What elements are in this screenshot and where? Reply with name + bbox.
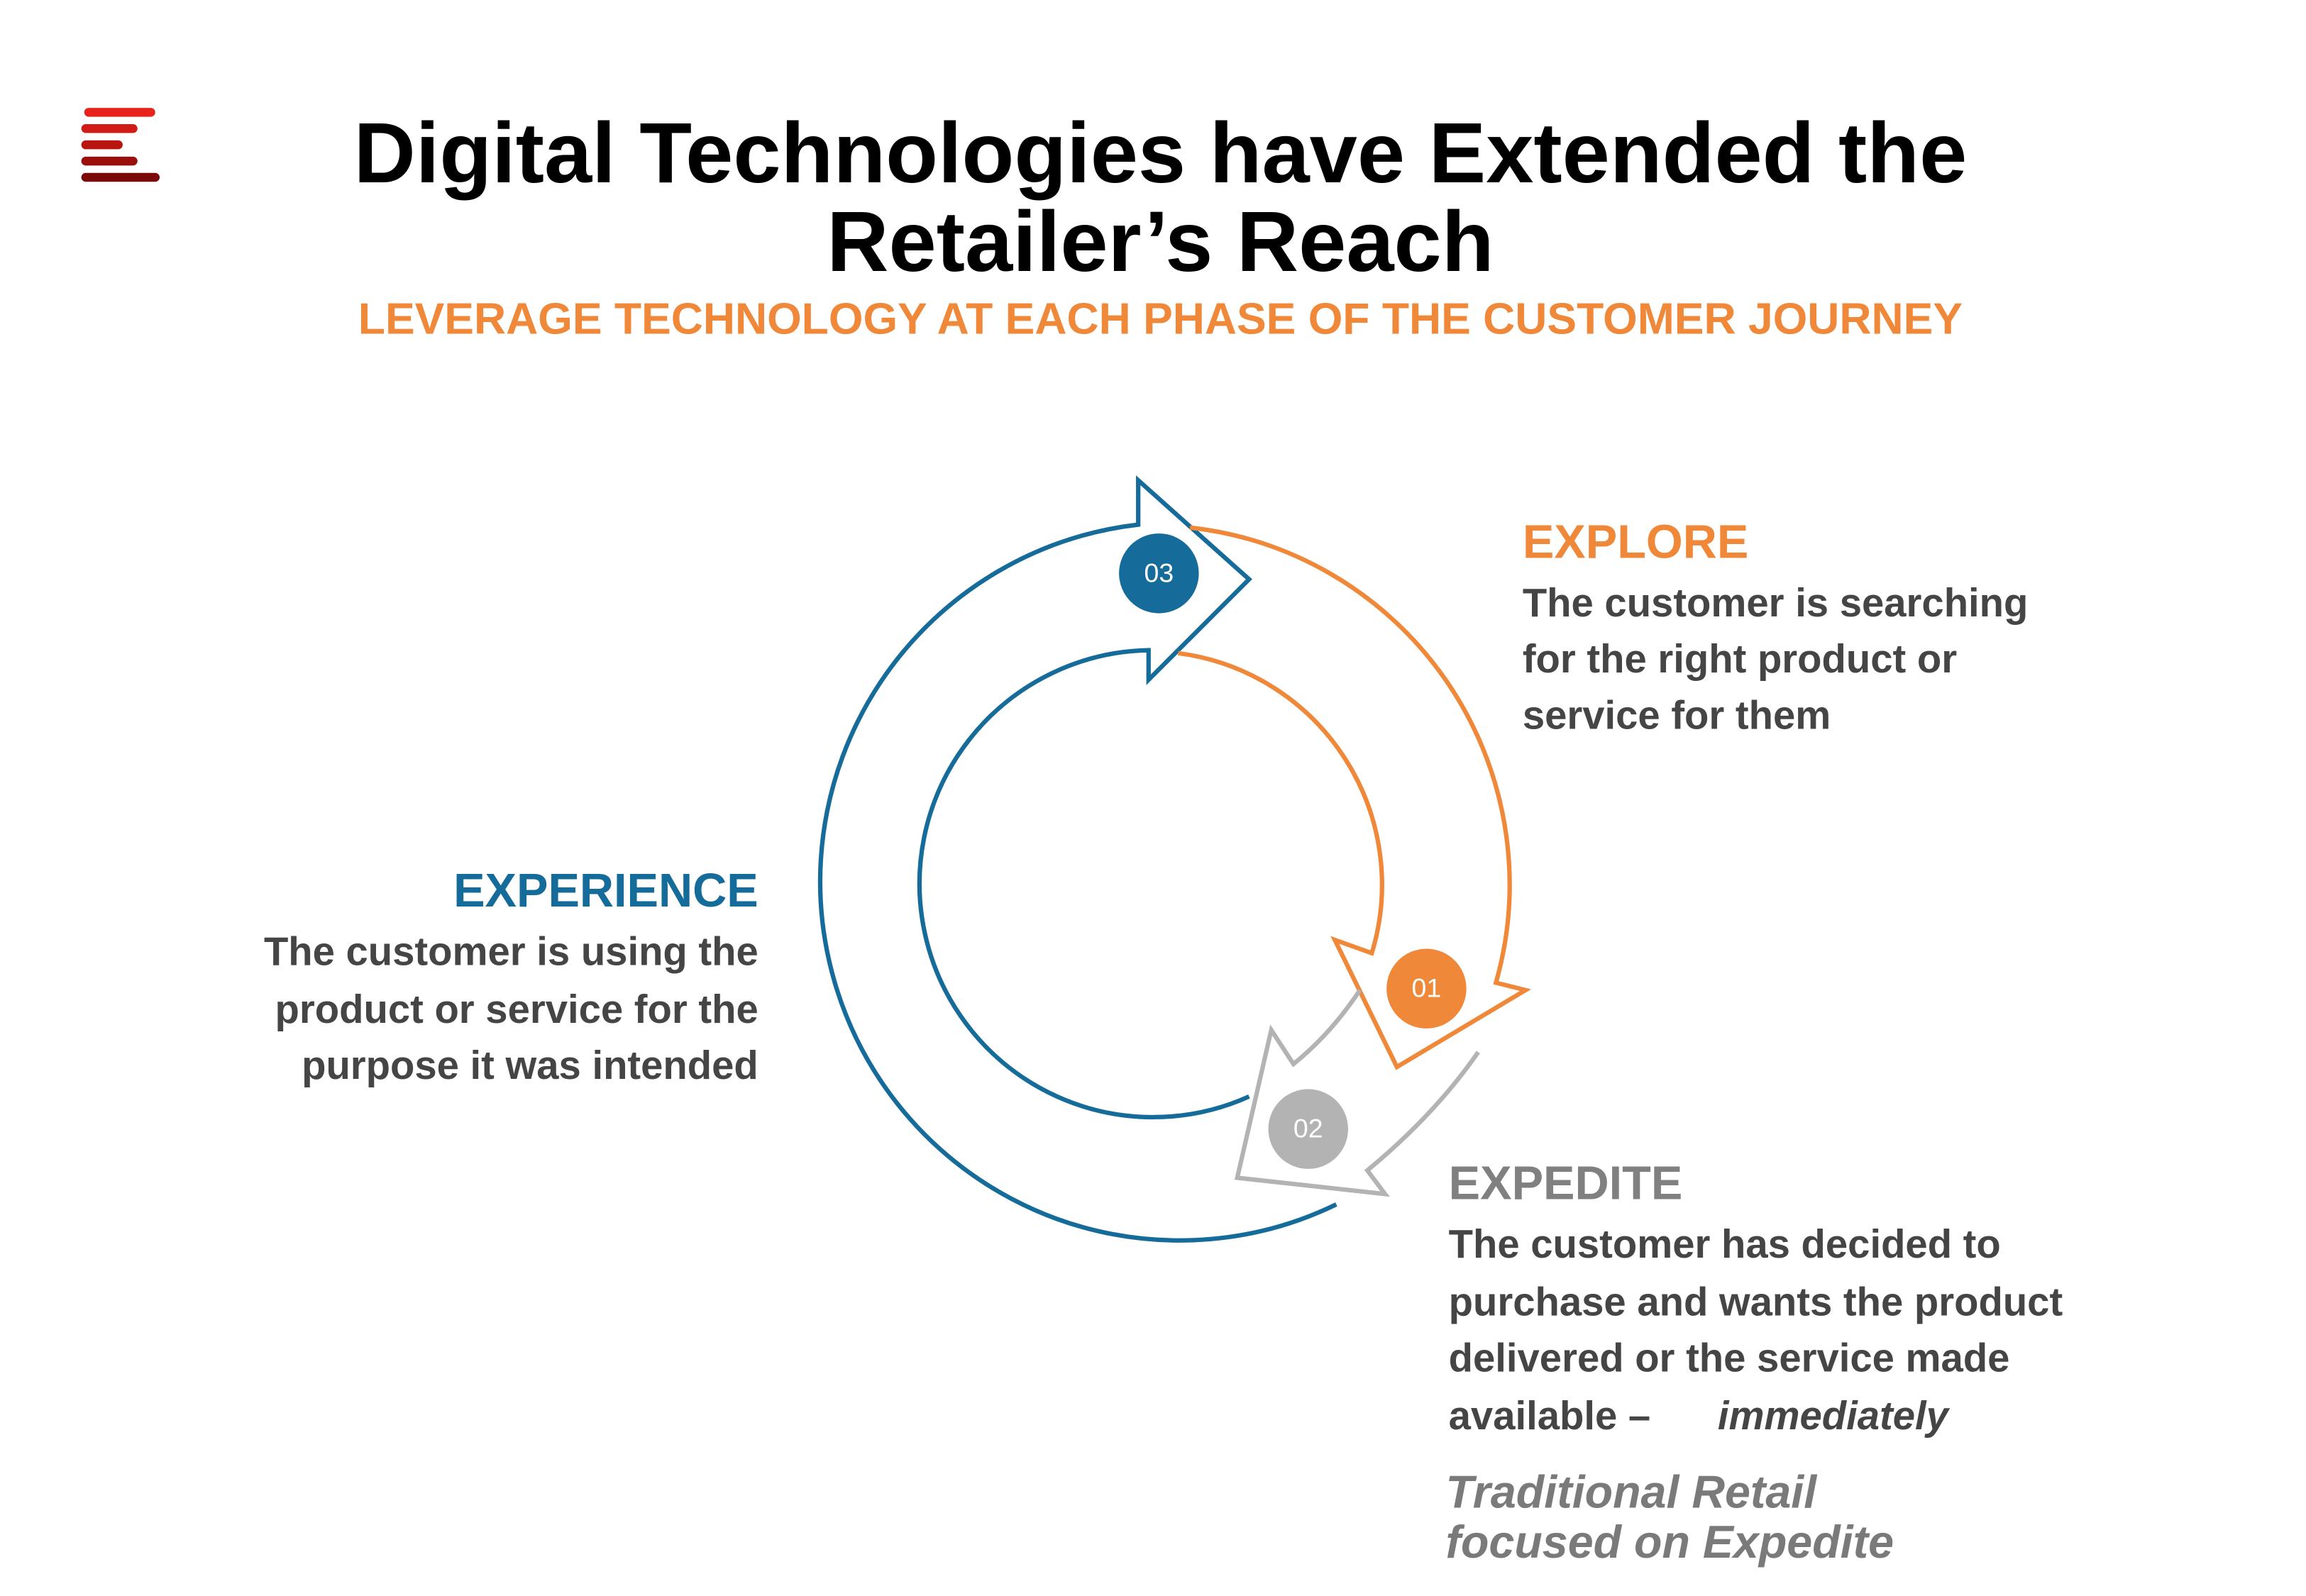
expedite-arrow [1234,989,1480,1197]
logo-bar [81,124,138,133]
step-badge [1268,1089,1348,1169]
phase-name: EXPLORE [1523,516,1749,568]
logo-bar [81,172,160,182]
logo-bar [84,108,155,117]
explore-arrow [1178,525,1532,1070]
logo-bar [81,140,123,150]
logo [81,108,160,182]
phase-emphasis: immediately [1718,1393,1951,1438]
phase-text: for the right product or [1523,636,1957,681]
phase-text: purpose it was intended [302,1043,758,1087]
phase-text: The customer is using the [264,929,758,974]
phase-text: available – [1449,1393,1650,1438]
phase-text: The customer has decided to [1449,1221,2001,1266]
phase-text: service for them [1523,692,1831,737]
phase-text: delivered or the service made [1449,1336,2010,1380]
note-line: Traditional Retail [1446,1466,1819,1517]
phase-name: EXPEDITE [1449,1158,1683,1210]
phase-name: EXPERIENCE [453,865,758,917]
step-badge [1119,533,1199,614]
note-line: focused on Expedite [1446,1517,1894,1568]
experience-arrow [817,475,1337,1243]
phase-text: The customer is searching [1523,580,2029,625]
title-line: Digital Technologies have Extended the [354,105,1968,201]
phase-text: purchase and wants the product [1449,1279,2063,1324]
step-number: 03 [1144,558,1174,587]
step-number: 01 [1412,973,1442,1003]
step-badge [1386,948,1467,1029]
phase-text: product or service for the [275,987,758,1031]
subtitle: LEVERAGE TECHNOLOGY AT EACH PHASE OF THE… [358,294,1963,344]
title-line: Retailer’s Reach [827,194,1494,289]
logo-bar [81,156,138,166]
step-number: 02 [1293,1114,1323,1143]
